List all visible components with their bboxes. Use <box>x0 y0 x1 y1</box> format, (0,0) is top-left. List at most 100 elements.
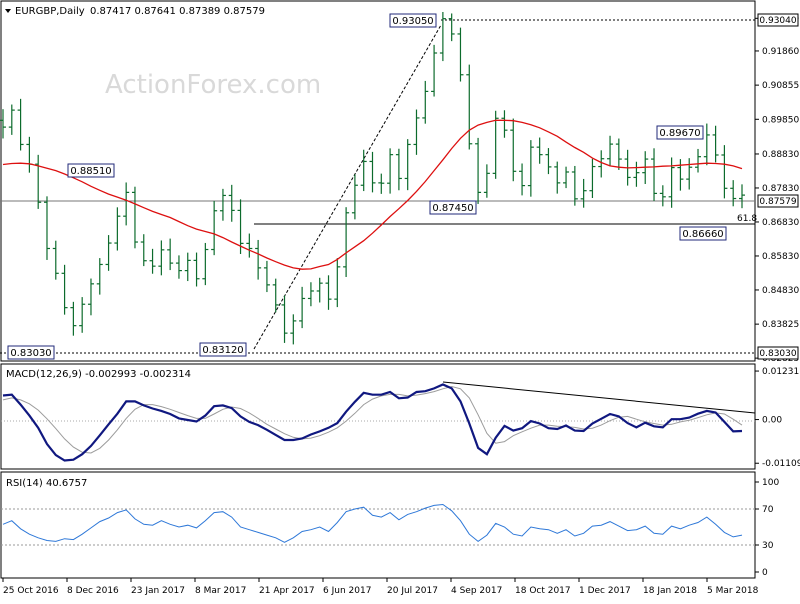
label-text: 0.88510 <box>70 166 111 177</box>
moving-average-line <box>2 119 743 270</box>
rsi-panel-frame <box>0 471 756 579</box>
fibonacci-61.8-label: 61.8 <box>737 214 757 224</box>
candle <box>615 138 622 170</box>
candle <box>413 109 420 155</box>
projection-dashed-line <box>253 24 442 350</box>
tag-0.83030: 0.83030 <box>757 346 799 360</box>
candle <box>281 295 288 343</box>
price-tick-label: 0.90855 <box>762 81 799 91</box>
candle <box>395 148 402 191</box>
candle <box>193 252 200 287</box>
candle <box>17 98 24 151</box>
candle <box>184 252 191 282</box>
macd-signal-line <box>2 385 743 454</box>
time-tick-label: 18 Oct 2017 <box>515 586 571 596</box>
candle <box>114 207 121 251</box>
candle <box>149 248 156 274</box>
candle <box>387 148 394 194</box>
candle <box>527 140 534 197</box>
candle <box>633 161 640 187</box>
candle <box>316 277 323 303</box>
time-tick-label: 8 Dec 2016 <box>67 586 119 596</box>
macd-tick-label: -0.01109 <box>762 459 800 469</box>
rsi-tick-label: 0 <box>762 568 768 578</box>
price-tick-label: 0.85830 <box>762 252 799 262</box>
candle <box>651 148 658 201</box>
label-0.83030: 0.83030 <box>7 345 55 360</box>
candle <box>545 148 552 175</box>
candle <box>448 13 455 42</box>
candle <box>422 80 429 124</box>
label-text: 0.89670 <box>659 128 700 139</box>
time-tick-label: 25 Oct 2016 <box>3 586 59 596</box>
candle <box>483 164 490 198</box>
candle <box>686 158 693 190</box>
candle <box>325 275 332 310</box>
tag-0.93040: 0.93040 <box>757 13 799 27</box>
candle <box>70 301 77 336</box>
candle <box>131 186 138 249</box>
tag-text: 0.93040 <box>759 16 796 26</box>
watermark-text: ActionForex.com <box>105 70 321 100</box>
symbol-dropdown-icon[interactable] <box>5 9 11 13</box>
macd-tick-label: 0.00 <box>762 416 782 426</box>
candle <box>211 200 218 256</box>
macd-title: MACD(12,26,9) -0.002993 -0.002314 <box>6 369 191 380</box>
candle <box>580 178 587 208</box>
price-labels: 0.93050 0.88510 0.87450 0.89670 0.86660 … <box>7 13 757 360</box>
price-tick-label: 0.89850 <box>762 115 799 125</box>
candle <box>35 154 42 209</box>
candle <box>255 239 262 280</box>
rsi-title: RSI(14) 40.6757 <box>6 478 87 489</box>
candle <box>272 278 279 313</box>
macd-trendline <box>442 381 756 414</box>
macd-panel-frame <box>0 363 756 470</box>
candle <box>466 64 473 150</box>
candle <box>536 137 543 164</box>
time-tick-label: 8 Mar 2017 <box>195 586 246 596</box>
candle <box>703 123 710 166</box>
candle <box>695 148 702 173</box>
price-tick-label: 0.88830 <box>762 150 799 160</box>
candle <box>43 196 50 260</box>
candle <box>175 255 182 279</box>
candle <box>237 199 244 254</box>
candle <box>378 173 385 194</box>
macd-axis: 0.012317 0.00 -0.01109 <box>755 367 800 469</box>
time-tick-label: 20 Jul 2017 <box>387 586 438 596</box>
candle <box>730 180 737 207</box>
time-tick-label: 6 Jun 2017 <box>323 586 371 596</box>
ohlc-readout: 0.87417 0.87641 0.87389 0.87579 <box>90 6 265 17</box>
candle <box>140 234 147 267</box>
candlestick-series <box>0 11 745 345</box>
candle <box>404 139 411 191</box>
candle <box>721 145 728 199</box>
rsi-tick-label: 100 <box>762 478 779 488</box>
time-tick-label: 4 Sep 2017 <box>451 586 502 596</box>
tag-current-price: 0.87579 <box>757 194 799 208</box>
label-0.89670: 0.89670 <box>656 125 704 140</box>
candle <box>351 174 358 220</box>
candle <box>8 104 15 135</box>
time-tick-label: 18 Jan 2018 <box>643 586 697 596</box>
time-tick-label: 21 Apr 2017 <box>259 586 315 596</box>
price-tick-label: 0.87830 <box>762 184 799 194</box>
candle <box>0 109 6 139</box>
candle <box>202 242 209 286</box>
candle <box>290 314 297 345</box>
candle <box>598 150 605 178</box>
symbol-label: EURGBP,Daily <box>15 6 85 17</box>
label-0.87450: 0.87450 <box>429 200 477 215</box>
price-tick-label: 0.86830 <box>762 218 799 228</box>
candle <box>228 184 235 222</box>
candle <box>457 27 464 82</box>
candle <box>87 278 94 316</box>
candle <box>246 233 253 258</box>
candle <box>299 286 306 329</box>
macd-tick-label: 0.012317 <box>762 367 800 377</box>
label-text: 0.83120 <box>202 345 243 356</box>
candle <box>219 188 226 221</box>
candle <box>519 163 526 196</box>
label-0.88510: 0.88510 <box>67 163 115 178</box>
candle <box>158 240 165 276</box>
